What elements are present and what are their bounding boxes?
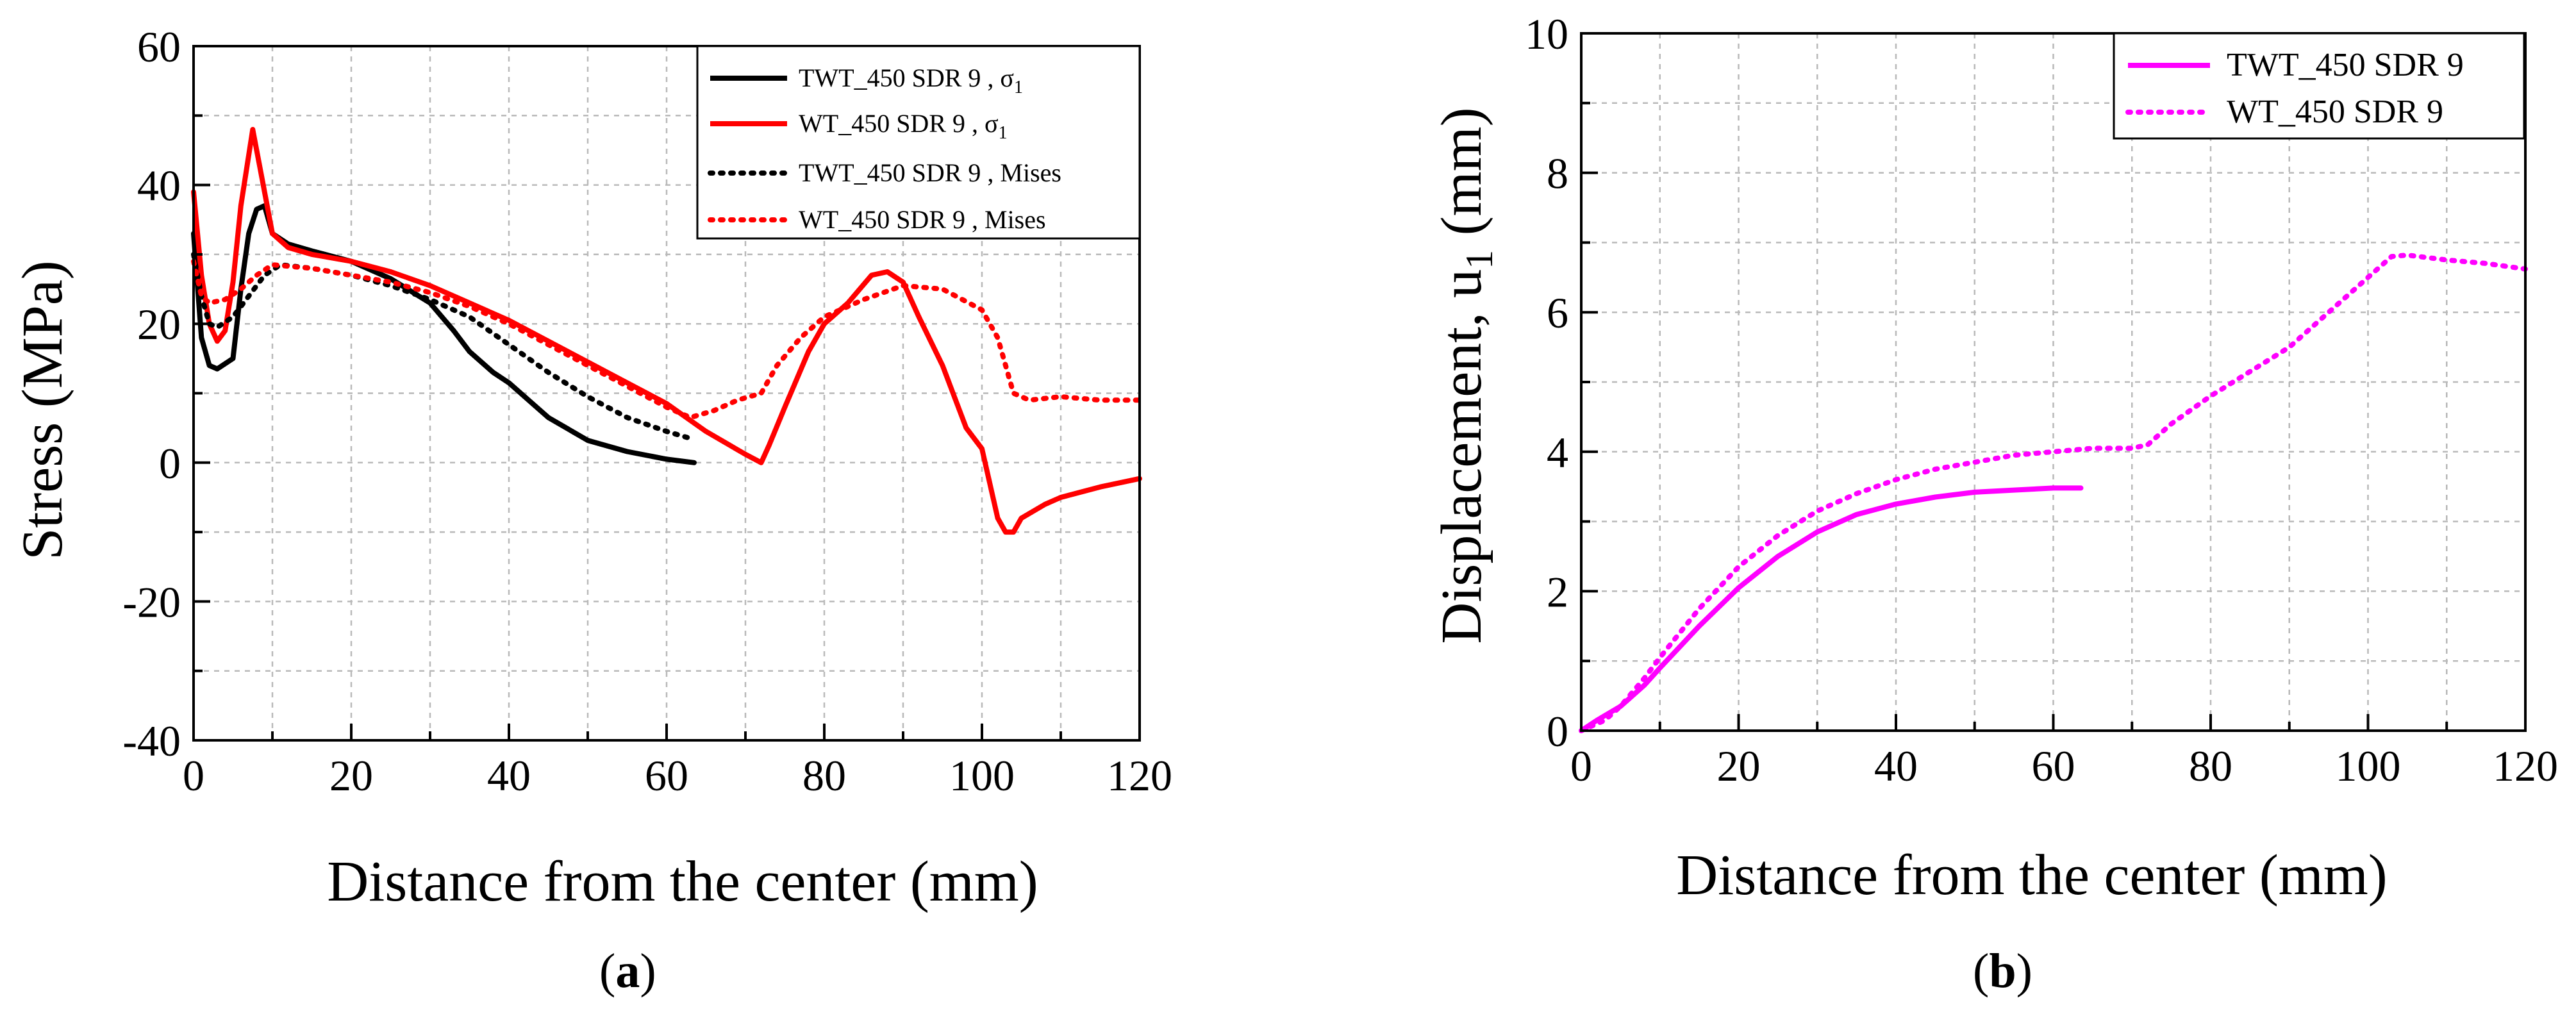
stress-chart-x-axis-label: Distance from the center (mm)	[327, 850, 1038, 913]
stress-series-line-dotted-2	[191, 251, 693, 441]
displacement-x-tick-label: 40	[1874, 742, 1918, 790]
stress-series-line-solid-1	[191, 127, 1142, 535]
stress-chart-grid	[194, 46, 1140, 740]
legend-label-wt-mises: WT_450 SDR 9 , Mises	[799, 205, 1046, 234]
stress-chart-ticks	[192, 45, 1141, 742]
stress-chart-tick-labels: 0 20 40 60 80 100 120 -40 -20 0 20 40 60	[122, 22, 1172, 800]
stress-y-tick-label: 20	[137, 300, 181, 349]
panel-label-a: (a)	[599, 944, 656, 998]
displacement-x-tick-label: 20	[1717, 742, 1761, 790]
stress-chart-panel: 0 20 40 60 80 100 120 -40 -20 0 20 40 60 TWT_450 SDR…	[11, 22, 1172, 998]
displacement-y-tick-label: 6	[1547, 288, 1568, 337]
displacement-chart-x-axis-label: Distance from the center (mm)	[1676, 844, 2388, 907]
legend-label-twt-displacement: TWT_450 SDR 9	[2227, 47, 2464, 83]
stress-chart-legend: TWT_450 SDR 9 , σ1 WT_450 SDR 9 , σ1 TWT…	[696, 45, 1141, 240]
panel-label-b: (b)	[1973, 944, 2032, 998]
displacement-chart-ticks	[1580, 32, 2527, 732]
displacement-chart-legend: TWT_450 SDR 9 WT_450 SDR 9	[2113, 32, 2525, 140]
displacement-y-tick-label: 2	[1547, 567, 1568, 616]
stress-y-tick-label: -40	[122, 717, 181, 765]
stress-y-tick-label: 60	[137, 22, 181, 71]
legend-label-twt-mises: TWT_450 SDR 9 , Mises	[799, 158, 1061, 187]
displacement-x-tick-label: 120	[2493, 742, 2558, 790]
displacement-chart-panel: 0 20 40 60 80 100 120 0 2 4 6 8 10 TWT_450 SDR 9 WT_…	[1430, 10, 2558, 998]
displacement-x-tick-label: 80	[2189, 742, 2232, 790]
displacement-chart-tick-labels: 0 20 40 60 80 100 120 0 2 4 6 8 10	[1525, 10, 2558, 790]
stress-x-tick-label: 120	[1107, 751, 1172, 800]
stress-series-line-dotted-3	[191, 258, 1142, 420]
displacement-y-tick-label: 4	[1547, 428, 1568, 477]
displacement-y-tick-label: 0	[1547, 707, 1568, 756]
displacement-chart-y-axis-label: Displacement, u1 (mm)	[1430, 107, 1500, 644]
displacement-series-line-dotted-1	[1579, 253, 2528, 733]
displacement-chart-series	[1579, 253, 2528, 733]
legend-label-wt-displacement: WT_450 SDR 9	[2227, 94, 2443, 130]
stress-y-tick-label: 0	[159, 439, 181, 488]
stress-chart-series	[191, 127, 1142, 535]
stress-chart-y-axis-label: Stress (MPa)	[11, 260, 74, 560]
stress-x-tick-label: 0	[183, 751, 204, 800]
stress-y-tick-label: -20	[122, 578, 181, 626]
stress-x-tick-label: 40	[487, 751, 531, 800]
legend-label-twt-sigma1: TWT_450 SDR 9 , σ1	[799, 63, 1023, 97]
displacement-y-tick-label: 10	[1525, 10, 1568, 58]
displacement-chart-grid	[1581, 33, 2525, 731]
displacement-x-tick-label: 0	[1570, 742, 1592, 790]
displacement-x-tick-label: 60	[2032, 742, 2075, 790]
stress-x-tick-label: 100	[949, 751, 1015, 800]
displacement-y-tick-label: 8	[1547, 149, 1568, 198]
displacement-legend-box	[2113, 32, 2525, 140]
legend-label-wt-sigma1: WT_450 SDR 9 , σ1	[799, 109, 1008, 143]
stress-y-tick-label: 40	[137, 162, 181, 210]
stress-x-tick-label: 60	[645, 751, 688, 800]
stress-x-tick-label: 80	[802, 751, 846, 800]
displacement-x-tick-label: 100	[2336, 742, 2401, 790]
stress-x-tick-label: 20	[329, 751, 373, 800]
